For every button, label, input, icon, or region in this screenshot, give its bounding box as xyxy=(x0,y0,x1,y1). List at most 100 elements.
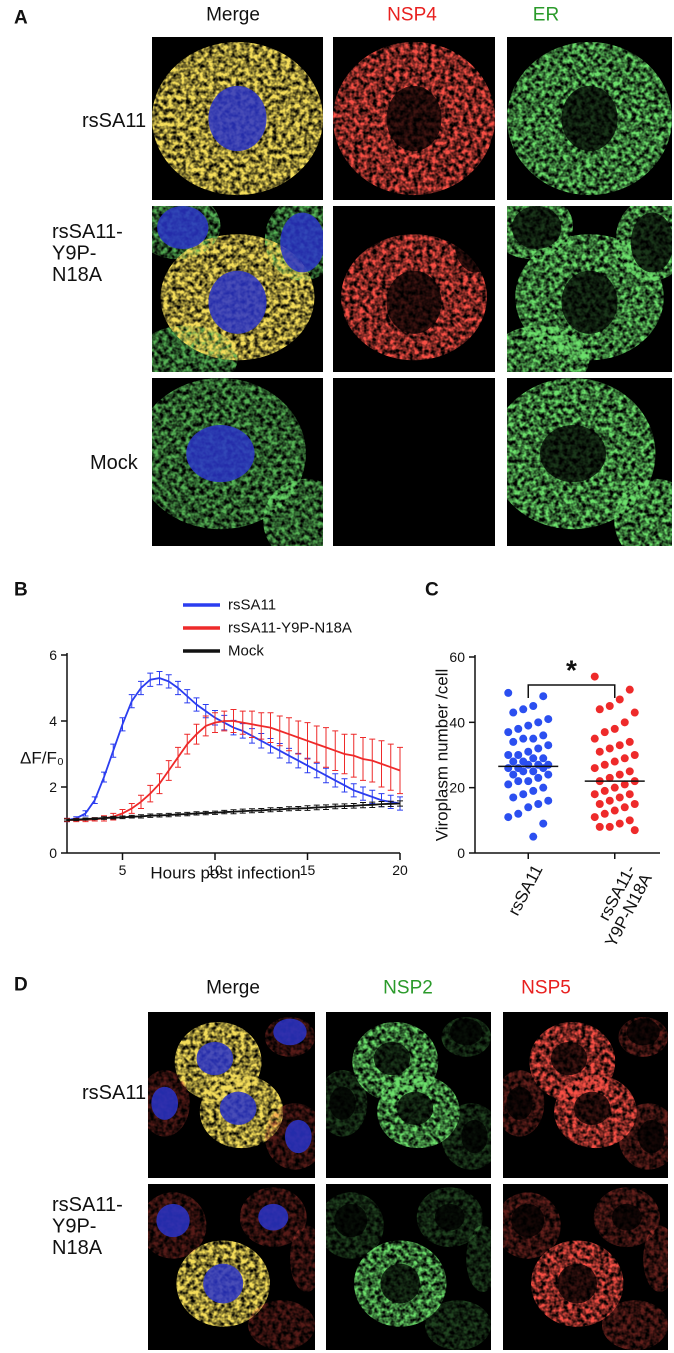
nucleus xyxy=(329,1086,356,1120)
dot xyxy=(625,816,634,825)
dot xyxy=(630,751,639,759)
row-label: rsSA11-Y9P-N18A xyxy=(52,1194,123,1259)
x-tick-label: 15 xyxy=(300,862,316,878)
dot xyxy=(620,780,629,789)
dot xyxy=(509,757,518,766)
panel-label: A xyxy=(14,8,28,29)
dot xyxy=(625,685,634,694)
dot xyxy=(544,796,553,805)
cell xyxy=(248,1300,315,1350)
legend-label: rsSA11-Y9P-N18A xyxy=(228,620,352,637)
dot xyxy=(605,773,614,782)
series-line xyxy=(67,720,401,821)
dot xyxy=(514,751,523,759)
panel-label: B xyxy=(14,580,28,601)
micrograph xyxy=(507,206,672,372)
dot xyxy=(529,767,538,776)
dot xyxy=(519,790,528,799)
nucleus xyxy=(396,1091,434,1125)
column-header: NSP2 xyxy=(383,978,433,999)
nucleus xyxy=(454,212,495,273)
dot xyxy=(529,786,538,795)
dot xyxy=(590,672,599,681)
dot xyxy=(600,786,609,795)
column-header: NSP5 xyxy=(521,978,571,999)
micrograph xyxy=(152,378,323,546)
dot xyxy=(600,728,609,737)
nucleus xyxy=(273,1018,307,1046)
nucleus xyxy=(280,212,323,273)
dot xyxy=(590,813,599,822)
column-header: Merge xyxy=(206,5,260,26)
dot xyxy=(539,692,548,701)
nucleus xyxy=(337,206,387,250)
dot xyxy=(615,695,624,704)
dot xyxy=(529,702,538,710)
nucleus xyxy=(511,1203,545,1238)
nucleus xyxy=(334,1203,368,1238)
dot xyxy=(534,773,543,782)
dot xyxy=(615,770,624,779)
y-tick-label: 60 xyxy=(449,649,465,665)
dot xyxy=(610,757,619,766)
nucleus xyxy=(557,1263,598,1304)
dot xyxy=(590,790,599,799)
cell xyxy=(263,478,323,546)
dot xyxy=(519,734,528,743)
row-label: rsSA11 xyxy=(82,1082,146,1104)
dot xyxy=(509,737,518,746)
nucleus xyxy=(434,1203,465,1231)
x-tick-label: 10 xyxy=(207,862,223,878)
nucleus xyxy=(203,1263,244,1304)
nucleus xyxy=(373,1041,411,1076)
dot xyxy=(625,737,634,746)
dot xyxy=(509,708,518,717)
dot xyxy=(630,800,639,808)
cell xyxy=(602,1300,668,1350)
dot xyxy=(595,822,604,831)
y-tick-label: 0 xyxy=(49,845,57,861)
micrograph-bg xyxy=(333,378,495,546)
series-line xyxy=(66,677,401,821)
dot xyxy=(600,809,609,818)
nucleus xyxy=(208,270,267,334)
x-tick-label: rsSA11-Y9P-N18A xyxy=(585,861,656,950)
dot xyxy=(590,764,599,773)
dot xyxy=(615,741,624,750)
nucleus xyxy=(208,85,267,152)
dot xyxy=(610,724,619,733)
nucleus xyxy=(186,425,255,483)
dot xyxy=(615,793,624,802)
series-line xyxy=(66,802,401,821)
dot xyxy=(504,688,513,697)
micrograph xyxy=(152,206,323,372)
row-label: rsSA11 xyxy=(82,110,146,132)
cell xyxy=(425,1300,491,1350)
dot xyxy=(544,770,553,779)
column-header: ER xyxy=(533,5,559,26)
nucleus xyxy=(380,1263,421,1304)
dot xyxy=(605,702,614,710)
dot xyxy=(539,783,548,792)
dot xyxy=(524,747,533,756)
nucleus xyxy=(550,1041,588,1076)
dot xyxy=(524,803,533,812)
panel-label: D xyxy=(14,975,28,996)
dot xyxy=(539,819,548,828)
micrograph xyxy=(326,1012,491,1178)
dot xyxy=(504,751,513,759)
nucleus xyxy=(506,1086,533,1120)
dot xyxy=(529,734,538,743)
dot xyxy=(595,747,604,756)
y-tick-label: 6 xyxy=(49,647,57,663)
dot xyxy=(595,705,604,714)
y-tick-label: 0 xyxy=(457,845,465,861)
dot xyxy=(595,800,604,808)
dot xyxy=(610,783,619,792)
micrograph xyxy=(333,206,495,372)
nucleus xyxy=(573,1091,611,1125)
nucleus xyxy=(540,425,606,483)
cell xyxy=(289,1225,315,1292)
dot xyxy=(504,728,513,737)
x-tick-label: 5 xyxy=(119,862,127,878)
